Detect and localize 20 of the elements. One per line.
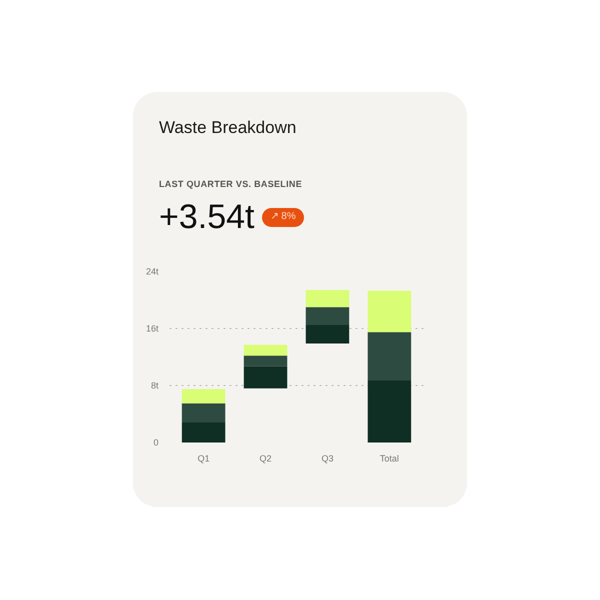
y-tick-label: 8t [150, 380, 159, 390]
bar [368, 290, 412, 332]
bar [368, 332, 412, 381]
bar [244, 366, 288, 388]
bar [368, 380, 412, 442]
bar [306, 324, 350, 344]
y-tick-label: 16t [146, 324, 159, 334]
chart-title: Waste Breakdown [159, 117, 298, 139]
bar [182, 403, 226, 423]
bar [182, 422, 226, 442]
x-tick-label: Q3 [321, 454, 334, 464]
bar [182, 389, 226, 404]
x-tick-label: Q1 [198, 454, 210, 464]
y-tick-label: 0 [153, 438, 159, 448]
text: +3.54t [159, 197, 254, 238]
x-tick-label: Q2 [260, 454, 272, 464]
y-tick-label: 24t [146, 266, 159, 276]
chart-subtitle: LAST QUARTER VS. BASELINE [159, 178, 304, 192]
text: ↗ 8% [262, 208, 304, 227]
x-tick-label: Total [380, 454, 399, 464]
